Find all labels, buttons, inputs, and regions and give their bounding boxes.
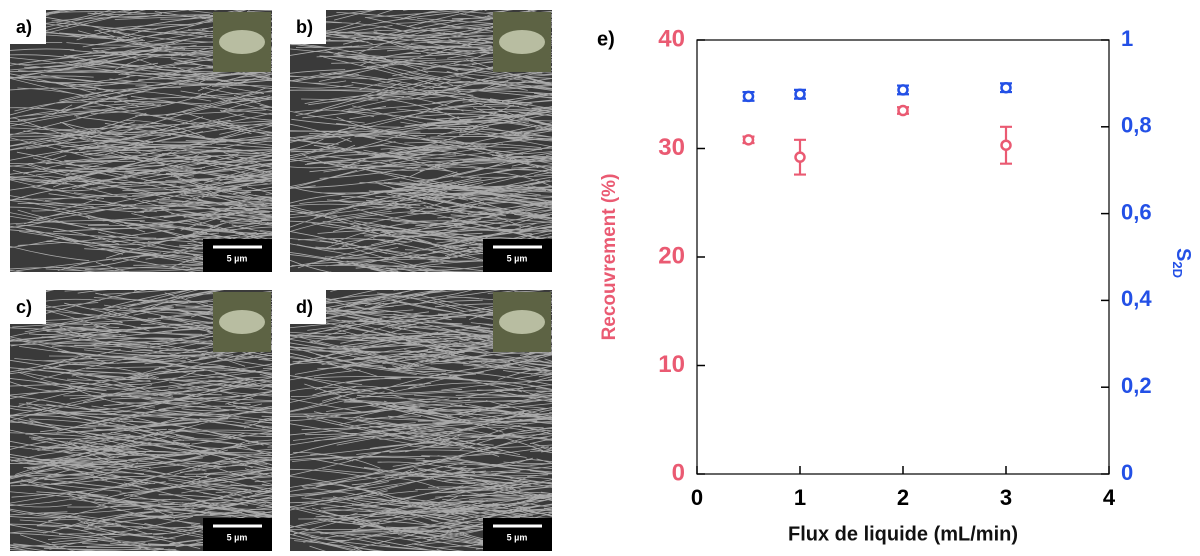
x-tick-label: 2	[897, 485, 909, 510]
point	[794, 151, 806, 163]
scale-label: 5 µm	[227, 532, 248, 542]
scale-box	[483, 518, 552, 551]
point	[1000, 81, 1012, 94]
x-tick-label: 3	[1000, 485, 1012, 510]
fibers	[10, 290, 272, 551]
scale-box	[203, 239, 272, 272]
y-tick-label: 20	[658, 242, 685, 269]
sem-image: c) 5 µm	[10, 290, 272, 551]
point	[742, 90, 755, 103]
y2-tick-label: 0,4	[1121, 286, 1152, 311]
label-box	[10, 290, 46, 324]
label-box	[290, 10, 326, 44]
panel-label: a)	[16, 17, 32, 37]
x-tick-label: 4	[1103, 485, 1116, 510]
y2-tick-label: 0,6	[1121, 199, 1152, 224]
label-box	[290, 290, 326, 324]
inset-sample	[219, 310, 265, 334]
scale-label: 5 µm	[507, 532, 528, 542]
sem-image: d) 5 µm	[290, 290, 552, 551]
y2-tick-label: 1	[1121, 26, 1133, 51]
panel-label: d)	[296, 297, 313, 317]
scale-label: 5 µm	[227, 253, 248, 263]
y2-label-main: S	[1172, 248, 1194, 261]
y2-label-sub: 2D	[1170, 261, 1185, 278]
x-tick-label: 1	[794, 485, 806, 510]
point	[742, 134, 755, 146]
y-tick-label: 10	[658, 351, 685, 378]
sem-image: b) 5 µm	[290, 10, 552, 272]
inset-sample	[499, 30, 545, 54]
panel-label: c)	[16, 297, 32, 317]
sem-image: a) 5 µm	[10, 10, 272, 272]
point	[897, 104, 909, 117]
inset-sample	[219, 30, 265, 54]
panel-label: e)	[597, 28, 615, 50]
y2-tick-label: 0,2	[1121, 373, 1152, 398]
panel-label: b)	[296, 17, 313, 37]
point	[897, 84, 909, 96]
y-tick-label: 40	[658, 25, 685, 52]
y-tick-label: 30	[658, 134, 685, 161]
inset-sample	[499, 310, 545, 334]
y-axis-label: Recouvrement (%)	[599, 174, 620, 341]
y2-tick-label: 0	[1121, 460, 1133, 485]
x-axis-label: Flux de liquide (mL/min)	[788, 523, 1018, 545]
point	[1000, 139, 1012, 151]
scale-box	[203, 518, 272, 551]
x-tick-label: 0	[691, 485, 703, 510]
scale-box	[483, 239, 552, 272]
y2-tick-label: 0,8	[1121, 113, 1152, 138]
y2-axis-label: S2D	[1170, 248, 1194, 278]
scale-label: 5 µm	[507, 253, 528, 263]
point	[794, 88, 806, 100]
y-tick-label: 0	[672, 459, 685, 486]
label-box	[10, 10, 46, 44]
